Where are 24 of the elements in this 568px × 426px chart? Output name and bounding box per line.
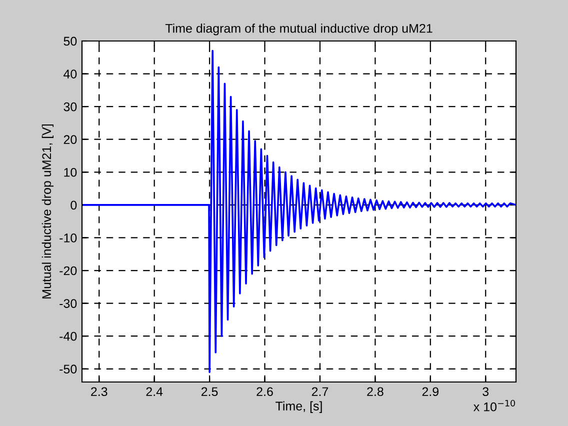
line-series (82, 50, 516, 374)
x-tick-label: 3 (482, 387, 489, 396)
x-tick-label: 2.4 (146, 387, 163, 396)
y-tick-label: 0 (70, 200, 77, 210)
x-tick-label: 2.7 (312, 387, 328, 396)
x-tick-label: 2.8 (367, 387, 384, 396)
x-tick-label: 2.6 (256, 387, 273, 396)
chart-title: Time diagram of the mutual inductive drop uM21 (165, 24, 432, 36)
x-tick-label: 2.9 (422, 387, 439, 396)
y-tick-label: -30 (60, 299, 77, 308)
x-axis-title: Time, [s] (276, 401, 322, 413)
x-tick-label: 2.5 (201, 387, 218, 396)
y-tick-label: 40 (64, 70, 77, 78)
text: x 10$^{−10}$ (474, 400, 516, 412)
y-tick-label: -50 (60, 364, 77, 374)
y-tick-label: 30 (64, 102, 77, 112)
y-tick-label: 20 (64, 135, 77, 144)
y-tick-label: -20 (60, 266, 77, 276)
y-axis-title: Mutual inductive drop uM21, [V] (42, 124, 54, 298)
y-tick-label: -40 (60, 332, 77, 341)
y-tick-label: -10 (60, 234, 77, 242)
y-tick-label: 10 (64, 168, 77, 177)
x-tick-label: 2.3 (91, 387, 108, 396)
y-tick-label: 50 (64, 36, 77, 46)
